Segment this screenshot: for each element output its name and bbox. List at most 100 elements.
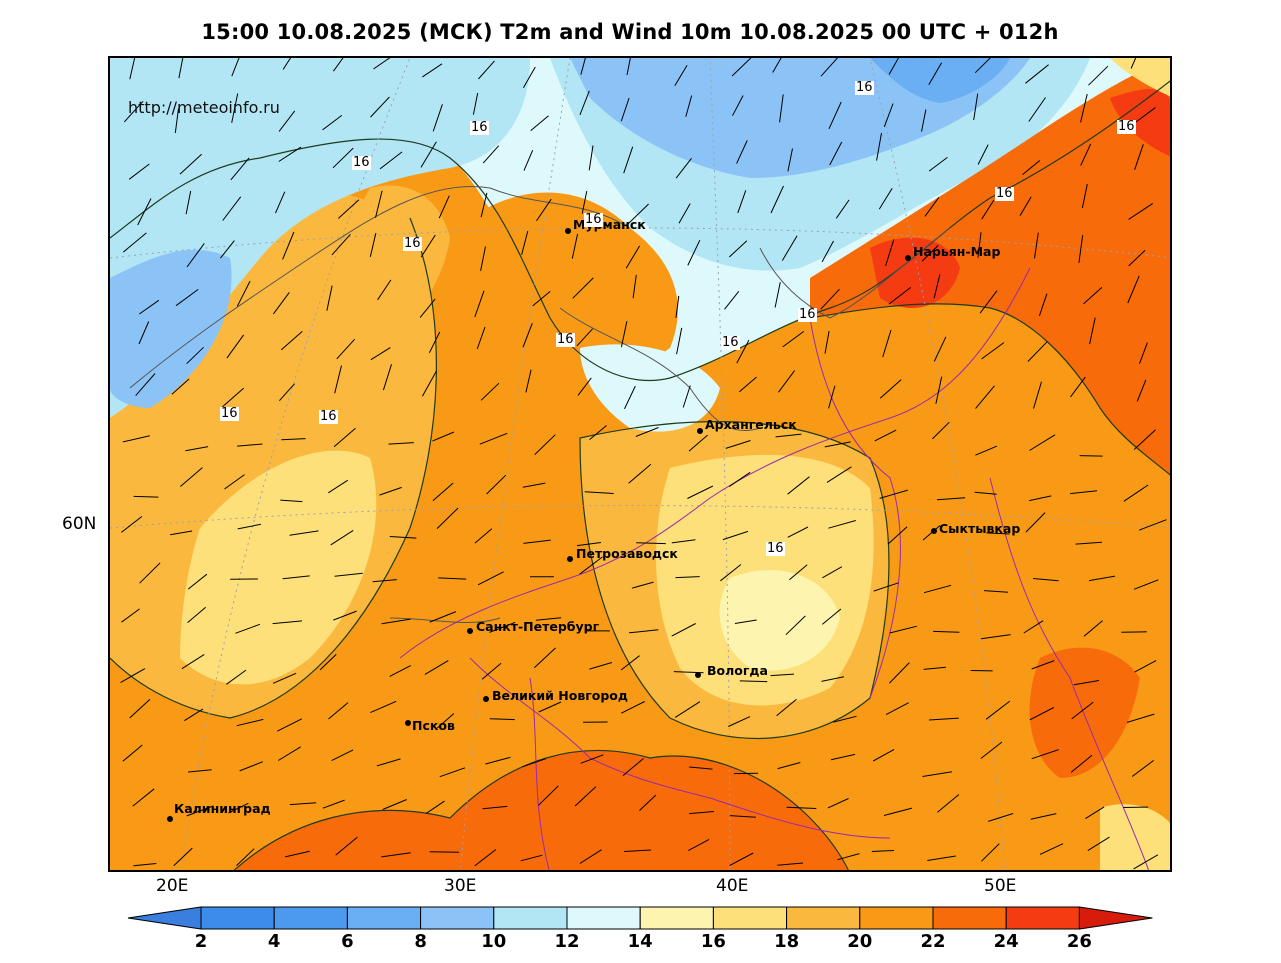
colorbar-segment <box>712 906 788 930</box>
wind-barb <box>937 794 960 813</box>
city-label-pskov[interactable]: Псков <box>412 718 455 733</box>
wind-barb <box>1131 759 1154 777</box>
city-marker <box>405 720 411 726</box>
wind-barb <box>770 185 784 214</box>
wind-barb <box>621 701 645 714</box>
wind-barb <box>122 744 143 762</box>
wind-barb <box>129 699 151 719</box>
wind-barb <box>737 190 747 214</box>
wind-barb <box>174 108 179 134</box>
wind-barb <box>576 328 593 347</box>
city-label-veliky-novgorod[interactable]: Великий Новгород <box>492 688 628 703</box>
wind-barb <box>280 499 303 503</box>
wind-barb <box>272 292 290 315</box>
wind-barb <box>521 230 529 256</box>
wind-barb <box>627 203 649 225</box>
wind-barb <box>571 233 579 259</box>
wind-barb <box>185 190 192 215</box>
city-label-arkhangelsk[interactable]: Архангельск <box>705 417 797 432</box>
wind-barb <box>777 762 801 770</box>
wind-barb <box>522 482 546 488</box>
wind-barb <box>786 806 817 809</box>
wind-barb <box>977 232 982 258</box>
wind-barb <box>830 753 856 761</box>
city-label-petrozavodsk[interactable]: Петрозаводск <box>576 546 678 561</box>
isotherm-label: 16 <box>766 541 785 556</box>
wind-barb <box>1133 854 1159 870</box>
wind-barb <box>534 434 556 455</box>
wind-barb <box>1019 196 1032 216</box>
colorbar-tick-label: 4 <box>267 931 281 952</box>
wind-barb <box>428 331 441 354</box>
wind-barb <box>932 421 950 440</box>
isotherm-label: 16 <box>319 409 338 424</box>
wind-barb <box>322 115 343 131</box>
wind-barb <box>874 429 897 442</box>
map-canvas <box>110 58 1170 870</box>
wind-barb <box>685 95 693 117</box>
wind-barb <box>736 140 748 164</box>
city-label-vologda[interactable]: Вологда <box>707 663 768 678</box>
wind-barb <box>975 445 998 456</box>
field-8-10-northwest <box>110 249 232 408</box>
wind-barb <box>236 848 255 866</box>
wind-barb <box>173 847 193 867</box>
wind-barb <box>128 163 150 180</box>
wind-barb <box>280 331 303 351</box>
wind-barb <box>272 620 303 625</box>
colorbar-tick-label: 12 <box>554 931 580 952</box>
wind-barb <box>1025 512 1046 533</box>
city-marker <box>167 816 173 822</box>
wind-barb <box>278 146 302 162</box>
wind-barb <box>326 285 333 311</box>
wind-barb <box>282 575 310 580</box>
city-label-syktyvkar[interactable]: Сыктывкар <box>939 521 1021 536</box>
field-22-24-south <box>234 750 849 870</box>
city-label-saint-petersburg[interactable]: Санкт-Петербург <box>476 619 600 634</box>
city-marker <box>483 696 489 702</box>
wind-barb <box>180 467 203 487</box>
wind-barb <box>1132 107 1156 125</box>
longitude-label-30e: 30E <box>444 876 477 896</box>
wind-barb <box>332 147 354 169</box>
wind-barb <box>579 849 602 864</box>
wind-barb <box>770 673 795 677</box>
field-14-16-east <box>719 570 840 671</box>
field-24-26-naryan-mar <box>870 237 960 308</box>
wind-barb <box>187 606 207 623</box>
city-label-kaliningrad[interactable]: Калининград <box>174 801 271 816</box>
wind-barb <box>328 479 349 494</box>
wind-barb <box>472 92 479 115</box>
wind-barb <box>436 713 455 729</box>
wind-barb <box>787 526 809 538</box>
wind-barb <box>974 58 991 74</box>
wind-barb <box>933 274 941 299</box>
wind-barb <box>369 232 377 258</box>
wind-barb <box>1070 376 1086 398</box>
wind-barb <box>789 564 808 581</box>
wind-barb <box>171 378 190 395</box>
wind-barb <box>626 58 631 76</box>
wind-barb <box>624 849 652 852</box>
wind-barb <box>1080 143 1092 166</box>
colorbar-tick-label: 26 <box>1066 931 1092 952</box>
wind-barb <box>882 329 892 358</box>
wind-barb <box>370 700 397 714</box>
wind-barb <box>532 291 551 307</box>
wind-barb <box>1078 234 1084 264</box>
field-22-24-southeast <box>1029 647 1140 778</box>
wind-barb <box>438 577 467 580</box>
wind-barb <box>381 852 411 858</box>
wind-barb <box>872 749 895 762</box>
city-label-naryan-mar[interactable]: Нарьян-Мар <box>913 244 1001 259</box>
wind-barb <box>579 90 590 116</box>
wind-barb <box>132 788 155 807</box>
wind-barb <box>986 532 1010 535</box>
temperature-map[interactable] <box>108 56 1172 872</box>
wind-barb <box>1031 749 1059 760</box>
wind-barb <box>336 338 356 360</box>
wind-barb <box>574 786 597 807</box>
wind-barb <box>282 231 295 260</box>
wind-barb <box>284 850 310 858</box>
wind-barb <box>632 274 637 299</box>
